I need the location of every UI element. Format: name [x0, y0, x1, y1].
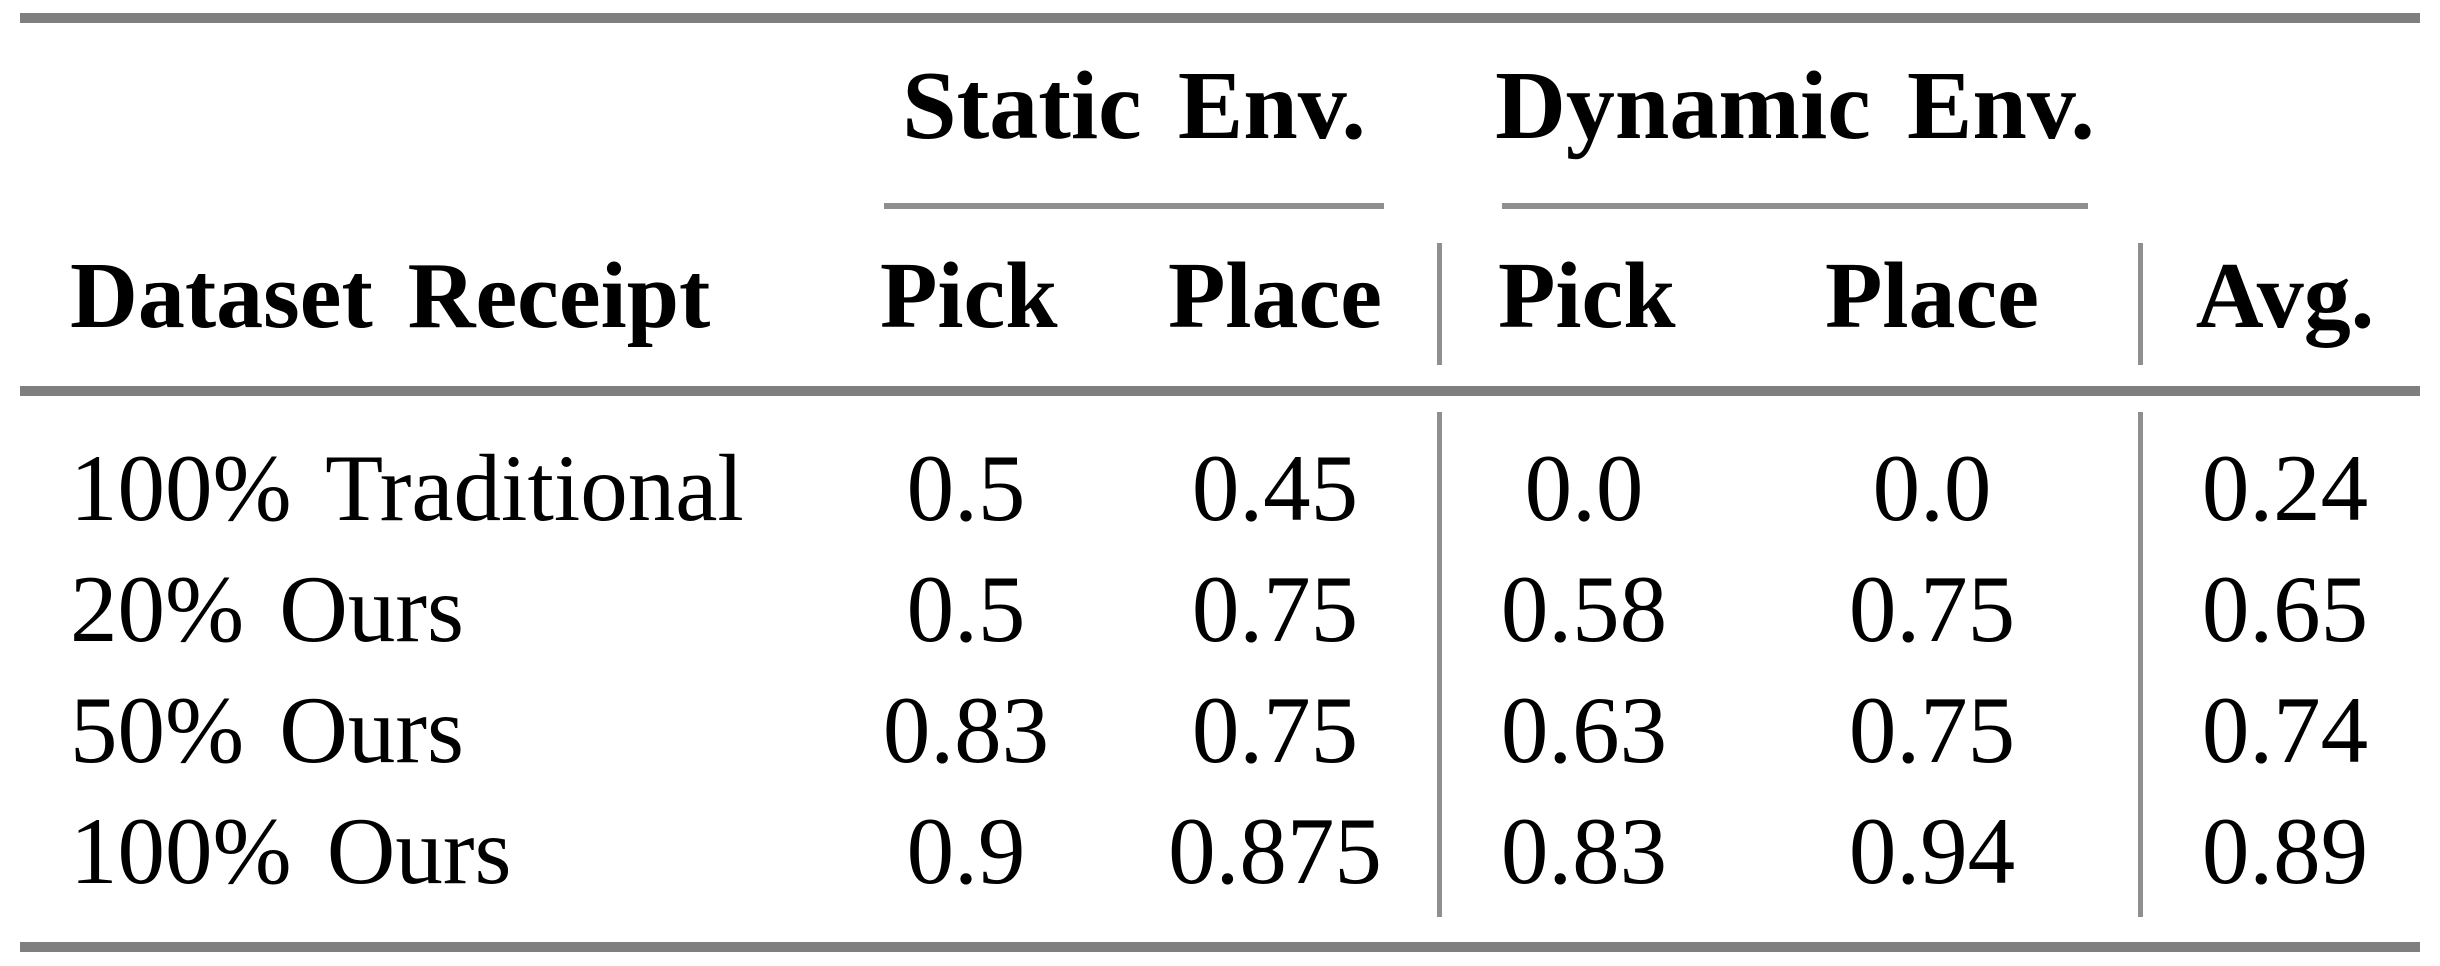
cell-dataset: 100% Traditional: [70, 434, 744, 541]
cell-avg: 0.24: [2201, 434, 2369, 541]
table-top-rule: [20, 13, 2420, 23]
table-bottom-rule: [20, 942, 2420, 952]
header-cell-avg: Avg.: [2195, 244, 2375, 348]
vertical-rule-static-dynamic-header: [1437, 243, 1442, 365]
cell-dynamic-place: 0.75: [1848, 555, 2016, 662]
cell-dynamic-place: 0.75: [1848, 676, 2016, 783]
cell-dynamic-pick: 0.63: [1500, 676, 1668, 783]
cell-dataset: 20% Ours: [70, 555, 464, 662]
cell-dynamic-pick: 0.58: [1500, 555, 1668, 662]
header-cell-static-pick: Pick: [880, 244, 1058, 348]
dynamic-env-underline-rule: [1502, 203, 2088, 209]
header-cell-dynamic-place: Place: [1825, 244, 2039, 348]
table-row: 20% Ours 0.5 0.75 0.58 0.75 0.65: [20, 548, 2420, 669]
table-row: 100% Traditional 0.5 0.45 0.0 0.0 0.24: [20, 427, 2420, 548]
header-cell-dataset: Dataset Receipt: [70, 244, 711, 348]
table-row: 50% Ours 0.83 0.75 0.63 0.75 0.74: [20, 669, 2420, 790]
table-row: 100% Ours 0.9 0.875 0.83 0.94 0.89: [20, 790, 2420, 911]
cell-static-pick: 0.5: [906, 555, 1026, 662]
cell-static-place: 0.875: [1168, 797, 1382, 904]
cell-static-place: 0.45: [1191, 434, 1359, 541]
table-mid-rule: [20, 386, 2420, 396]
header-cell-dynamic-pick: Pick: [1498, 244, 1676, 348]
cell-static-pick: 0.5: [906, 434, 1026, 541]
table-header-row: Dataset Receipt Pick Place Pick Place Av…: [20, 240, 2420, 352]
static-env-underline-rule: [884, 203, 1384, 209]
vertical-rule-static-dynamic-body: [1437, 412, 1442, 917]
column-group-dynamic-env: Dynamic Env.: [1495, 52, 2095, 160]
cell-static-place: 0.75: [1191, 676, 1359, 783]
cell-dynamic-place: 0.0: [1872, 434, 1992, 541]
cell-dynamic-pick: 0.83: [1500, 797, 1668, 904]
cell-static-pick: 0.83: [882, 676, 1050, 783]
cell-avg: 0.65: [2201, 555, 2369, 662]
vertical-rule-dynamic-avg-header: [2138, 243, 2143, 365]
vertical-rule-dynamic-avg-body: [2138, 412, 2143, 917]
cell-dataset: 50% Ours: [70, 676, 464, 783]
cell-dynamic-place: 0.94: [1848, 797, 2016, 904]
cell-avg: 0.74: [2201, 676, 2369, 783]
cell-dataset: 100% Ours: [70, 797, 512, 904]
cell-avg: 0.89: [2201, 797, 2369, 904]
header-cell-static-place: Place: [1168, 244, 1382, 348]
column-group-static-env: Static Env.: [902, 52, 1366, 160]
cell-dynamic-pick: 0.0: [1524, 434, 1644, 541]
cell-static-pick: 0.9: [906, 797, 1026, 904]
cell-static-place: 0.75: [1191, 555, 1359, 662]
